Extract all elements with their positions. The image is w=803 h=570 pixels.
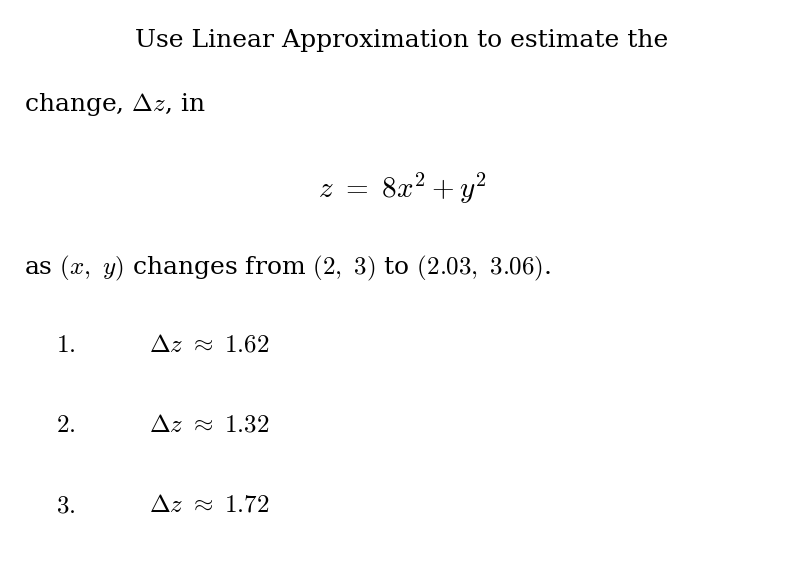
Text: $z\ =\ 8x^2 + y^2$: $z\ =\ 8x^2 + y^2$ [317,171,486,206]
Text: change, $\Delta z$, in: change, $\Delta z$, in [24,91,206,118]
Text: $\mathbf{1.}$: $\mathbf{1.}$ [56,333,75,357]
Text: as $(x,\ y)$ changes from $(2,\ 3)$ to $(2.03,\ 3.06)$.: as $(x,\ y)$ changes from $(2,\ 3)$ to $… [24,254,551,283]
Text: $\Delta z\ \approx\ 1.72$: $\Delta z\ \approx\ 1.72$ [149,493,269,516]
Text: $\mathbf{3.}$: $\mathbf{3.}$ [56,493,75,517]
Text: $\Delta z\ \approx\ 1.32$: $\Delta z\ \approx\ 1.32$ [149,413,269,436]
Text: $\Delta z\ \approx\ 1.62$: $\Delta z\ \approx\ 1.62$ [149,333,269,356]
Text: $\mathbf{2.}$: $\mathbf{2.}$ [56,413,75,437]
Text: Use Linear Approximation to estimate the: Use Linear Approximation to estimate the [135,28,668,51]
